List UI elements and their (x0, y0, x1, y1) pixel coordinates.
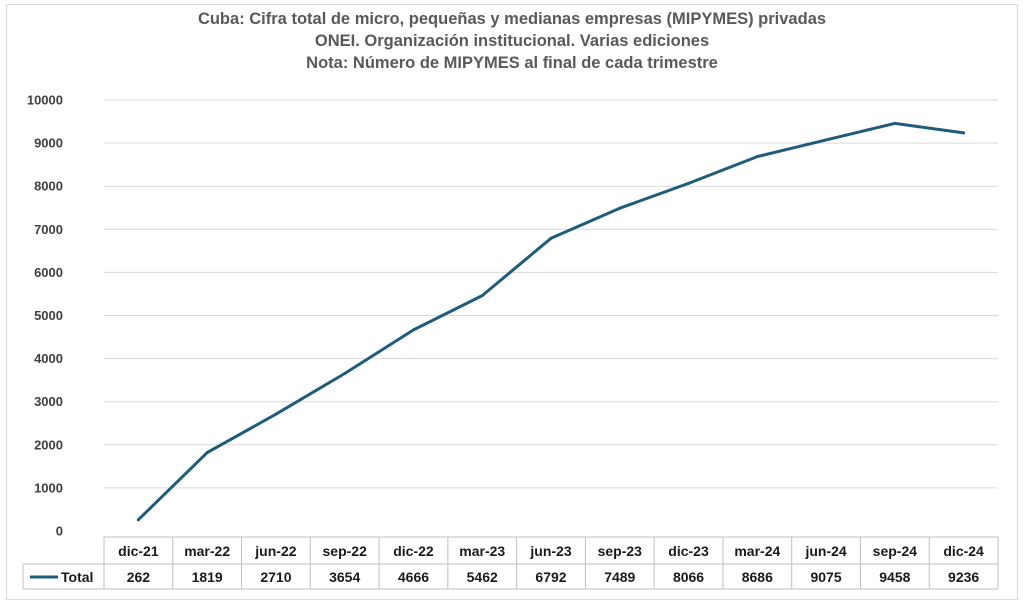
y-tick-label: 6000 (34, 265, 63, 280)
y-tick-label: 1000 (34, 480, 63, 495)
data-value-label: 3654 (329, 569, 360, 585)
data-value-label: 9236 (948, 569, 979, 585)
data-point (824, 138, 828, 142)
data-value-label: 5462 (467, 569, 498, 585)
y-tick-label: 8000 (34, 179, 63, 194)
x-category-label: mar-22 (184, 543, 230, 559)
data-value-label: 4666 (398, 569, 429, 585)
x-category-label: dic-21 (118, 543, 159, 559)
data-value-label: 9458 (879, 569, 910, 585)
data-value-label: 6792 (535, 569, 566, 585)
data-value-label: 1819 (192, 569, 223, 585)
x-category-label: sep-22 (323, 543, 368, 559)
data-point (480, 294, 484, 298)
x-category-label: dic-24 (943, 543, 984, 559)
data-value-label: 8066 (673, 569, 704, 585)
y-tick-label: 10000 (27, 93, 63, 108)
y-tick-label: 5000 (34, 308, 63, 323)
y-axis: 0 1000 2000 3000 4000 5000 6000 7000 8000 9000 100… (27, 93, 63, 539)
legend-label: Total (61, 569, 93, 585)
data-value-label: 7489 (604, 569, 635, 585)
data-point (205, 451, 209, 455)
data-point (687, 181, 691, 185)
y-tick-label: 2000 (34, 437, 63, 452)
data-point (755, 155, 759, 159)
data-table: dic-21 mar-22 jun-22 sep-22 dic-22 mar-23 jun-… (22, 536, 999, 590)
x-category-label: dic-22 (393, 543, 434, 559)
x-category-label: jun-23 (529, 543, 571, 559)
data-value-label: 9075 (810, 569, 841, 585)
data-point (549, 236, 553, 240)
chart-titles: Cuba: Cifra total de micro, pequeñas y m… (0, 8, 1024, 74)
gridlines (104, 99, 998, 489)
data-point (411, 328, 415, 332)
data-value-label: 2710 (260, 569, 291, 585)
y-tick-label: 3000 (34, 394, 63, 409)
data-point (274, 412, 278, 416)
data-point (893, 121, 897, 125)
y-tick-label: 9000 (34, 136, 63, 151)
data-point (136, 518, 140, 522)
data-value-label: 262 (127, 569, 151, 585)
y-tick-label: 0 (56, 524, 63, 539)
x-category-label: mar-24 (734, 543, 780, 559)
series-lines (136, 121, 966, 522)
data-point (343, 372, 347, 376)
x-category-label: jun-22 (254, 543, 296, 559)
x-category-label: sep-24 (873, 543, 918, 559)
x-category-label: dic-23 (668, 543, 709, 559)
y-tick-label: 4000 (34, 351, 63, 366)
x-category-label: jun-24 (804, 543, 846, 559)
chart-subtitle: ONEI. Organización institucional. Varias… (314, 32, 710, 50)
x-category-label: mar-23 (459, 543, 505, 559)
series-line-total (136, 121, 966, 522)
data-value-label: 8686 (742, 569, 773, 585)
y-tick-label: 7000 (34, 222, 63, 237)
chart-title: Cuba: Cifra total de micro, pequeñas y m… (197, 10, 827, 28)
data-point (618, 206, 622, 210)
x-category-label: sep-23 (598, 543, 643, 559)
data-point (962, 131, 966, 135)
chart-note: Nota: Número de MIPYMES al final de cada… (306, 54, 718, 72)
chart-frame (6, 4, 1018, 600)
